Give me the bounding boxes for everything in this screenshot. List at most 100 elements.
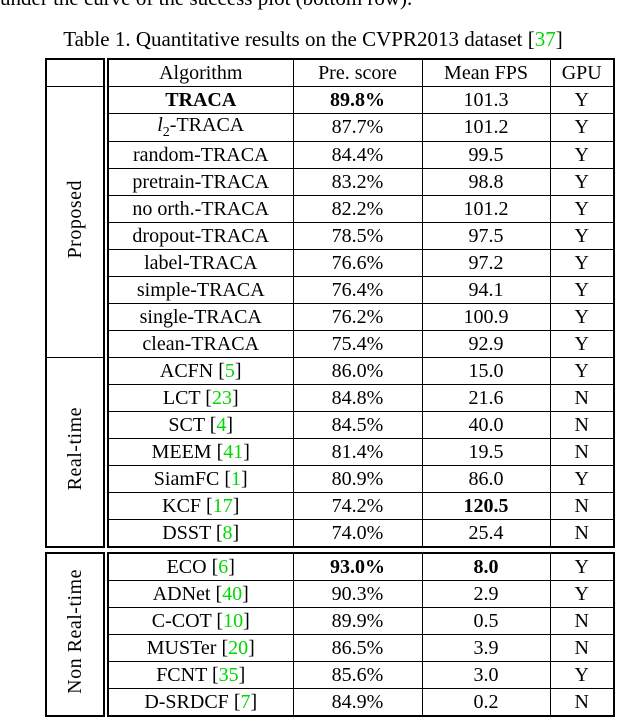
- gpu-cell: Y: [549, 86, 615, 114]
- algorithm-cell: FCNT [35]: [103, 661, 294, 689]
- mean-fps-cell: 3.9: [421, 634, 551, 662]
- subscript-2: 2: [162, 125, 170, 140]
- algorithm-cell: ACFN [5]: [103, 357, 294, 385]
- mean-fps-cell: 8.0: [421, 552, 551, 581]
- algorithm-cell: random-TRACA: [103, 141, 294, 169]
- group-label-text: Real-time: [64, 407, 86, 491]
- algorithm-cell: TRACA: [103, 86, 294, 114]
- algorithm-cell: no orth.-TRACA: [103, 195, 294, 223]
- table-row: DSST [8] 74.0% 25.4 N: [46, 519, 615, 548]
- pre-score-cell: 84.5%: [292, 411, 423, 439]
- corner-cell: [45, 58, 107, 87]
- table-row: pretrain-TRACA 83.2% 98.8 Y: [46, 168, 615, 196]
- citation-link[interactable]: 40: [222, 582, 243, 605]
- gpu-cell: Y: [549, 661, 615, 689]
- pre-score-cell: 74.2%: [292, 492, 423, 520]
- table-row: FCNT [35] 85.6% 3.0 Y: [46, 661, 615, 689]
- table-row: KCF [17] 74.2% 120.5 N: [46, 492, 615, 520]
- citation-link[interactable]: 23: [211, 386, 232, 409]
- citation-link[interactable]: 37: [534, 27, 556, 51]
- pre-score-cell: 87.7%: [292, 113, 423, 142]
- table-row: LCT [23] 84.8% 21.6 N: [46, 384, 615, 412]
- citation-link[interactable]: 4: [216, 413, 227, 436]
- mean-fps-cell: 101.2: [421, 195, 551, 223]
- pre-score-cell: 76.6%: [292, 249, 423, 277]
- citation-link[interactable]: 7: [240, 690, 251, 713]
- clipped-paragraph-text: under the curve of the success plot (bot…: [0, 0, 412, 11]
- results-table: Algorithm Pre. score Mean FPS GPU Proposed TR…: [45, 58, 615, 717]
- gpu-cell: Y: [549, 195, 615, 223]
- column-header-mean-fps: Mean FPS: [421, 58, 551, 87]
- citation-link[interactable]: 20: [228, 636, 249, 659]
- algorithm-cell: SCT [4]: [103, 411, 294, 439]
- mean-fps-cell: 120.5: [421, 492, 551, 520]
- mean-fps-cell: 92.9: [421, 330, 551, 358]
- algorithm-cell: single-TRACA: [103, 303, 294, 331]
- table-row: ADNet [40] 90.3% 2.9 Y: [46, 580, 615, 608]
- mean-fps-cell: 0.5: [421, 607, 551, 635]
- table-block-non-realtime: Non Real-time ECO [6] 93.0% 8.0 Y ADNet [40] 9…: [45, 552, 615, 717]
- gpu-cell: N: [549, 438, 615, 466]
- citation-link[interactable]: 17: [212, 494, 233, 517]
- mean-fps-cell: 97.2: [421, 249, 551, 277]
- mean-fps-cell: 40.0: [421, 411, 551, 439]
- algorithm-cell: C-COT [10]: [103, 607, 294, 635]
- citation-link[interactable]: 41: [223, 440, 244, 463]
- algorithm-cell: KCF [17]: [103, 492, 294, 520]
- mean-fps-cell: 86.0: [421, 465, 551, 493]
- algorithm-cell: pretrain-TRACA: [103, 168, 294, 196]
- table-row: Real-time ACFN [5] 86.0% 15.0 Y: [45, 357, 615, 548]
- table-row: Non Real-time ECO [6] 93.0% 8.0 Y: [45, 552, 615, 717]
- pre-score-cell: 76.4%: [292, 276, 423, 304]
- table-block-main: Algorithm Pre. score Mean FPS GPU Proposed TR…: [45, 58, 615, 548]
- algorithm-cell: D-SRDCF [7]: [103, 688, 294, 717]
- gpu-cell: N: [549, 688, 615, 717]
- group-label: Real-time: [45, 357, 107, 548]
- pre-score-cell: 83.2%: [292, 168, 423, 196]
- gpu-cell: N: [549, 634, 615, 662]
- algorithm-cell: l2-TRACA: [103, 113, 294, 142]
- citation-link[interactable]: 8: [222, 521, 233, 544]
- table-row: SCT [4] 84.5% 40.0 N: [46, 411, 615, 439]
- algorithm-cell: DSST [8]: [103, 519, 294, 548]
- math-italic-l: l: [157, 114, 163, 137]
- pre-score-cell: 76.2%: [292, 303, 423, 331]
- gpu-cell: Y: [549, 249, 615, 277]
- algorithm-cell: ADNet [40]: [103, 580, 294, 608]
- algorithm-cell: simple-TRACA: [103, 276, 294, 304]
- algorithm-cell: dropout-TRACA: [103, 222, 294, 250]
- pre-score-cell: 89.8%: [292, 86, 423, 114]
- pre-score-cell: 84.8%: [292, 384, 423, 412]
- algorithm-cell: MEEM [41]: [103, 438, 294, 466]
- algorithm-cell: LCT [23]: [103, 384, 294, 412]
- group-label-text: Non Real-time: [64, 569, 86, 694]
- pre-score-cell: 81.4%: [292, 438, 423, 466]
- gpu-cell: N: [549, 519, 615, 548]
- gpu-cell: Y: [549, 168, 615, 196]
- mean-fps-cell: 94.1: [421, 276, 551, 304]
- header-row: Algorithm Pre. score Mean FPS GPU: [45, 58, 615, 87]
- pre-score-cell: 84.4%: [292, 141, 423, 169]
- mean-fps-cell: 25.4: [421, 519, 551, 548]
- column-header-algorithm: Algorithm: [103, 58, 294, 87]
- table-row: simple-TRACA 76.4% 94.1 Y: [46, 276, 615, 304]
- citation-link[interactable]: 35: [218, 663, 239, 686]
- pre-score-cell: 90.3%: [292, 580, 423, 608]
- citation-link[interactable]: 1: [231, 467, 242, 490]
- table-row: MEEM [41] 81.4% 19.5 N: [46, 438, 615, 466]
- pre-score-cell: 86.5%: [292, 634, 423, 662]
- mean-fps-cell: 99.5: [421, 141, 551, 169]
- mean-fps-cell: 97.5: [421, 222, 551, 250]
- mean-fps-cell: 101.3: [421, 86, 551, 114]
- table-row: D-SRDCF [7] 84.9% 0.2 N: [46, 688, 615, 717]
- mean-fps-cell: 98.8: [421, 168, 551, 196]
- table-row: Proposed TRACA 89.8% 101.3 Y: [45, 86, 615, 358]
- gpu-cell: Y: [549, 276, 615, 304]
- pre-score-cell: 93.0%: [292, 552, 423, 581]
- citation-link[interactable]: 10: [223, 609, 244, 632]
- citation-link[interactable]: 6: [218, 555, 229, 578]
- table-row: MUSTer [20] 86.5% 3.9 N: [46, 634, 615, 662]
- citation-link[interactable]: 5: [224, 359, 235, 382]
- mean-fps-cell: 19.5: [421, 438, 551, 466]
- table-row: dropout-TRACA 78.5% 97.5 Y: [46, 222, 615, 250]
